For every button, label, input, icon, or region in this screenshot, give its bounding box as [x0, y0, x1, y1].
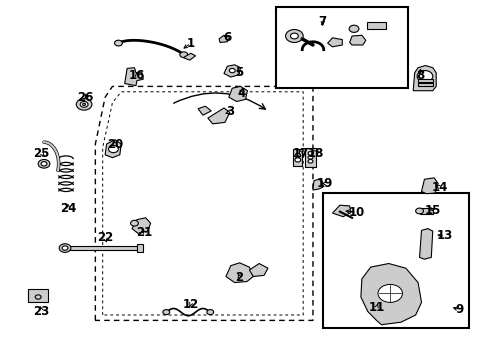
Bar: [322, 193, 468, 328]
Circle shape: [290, 33, 298, 39]
Polygon shape: [249, 264, 267, 276]
Circle shape: [229, 68, 235, 73]
Text: 10: 10: [348, 206, 365, 219]
Polygon shape: [219, 35, 229, 42]
Text: 1: 1: [186, 37, 194, 50]
Text: 4: 4: [238, 87, 245, 100]
Text: 19: 19: [316, 177, 333, 190]
Polygon shape: [412, 66, 435, 91]
Circle shape: [206, 310, 213, 315]
Polygon shape: [312, 179, 322, 190]
Circle shape: [180, 52, 187, 58]
Text: 14: 14: [431, 181, 447, 194]
Circle shape: [38, 159, 50, 168]
Polygon shape: [421, 178, 437, 194]
Circle shape: [307, 159, 312, 163]
Polygon shape: [183, 53, 195, 60]
Text: 20: 20: [106, 138, 123, 150]
Polygon shape: [105, 140, 121, 158]
Bar: [366, 22, 386, 29]
Circle shape: [416, 71, 432, 82]
Text: 23: 23: [33, 305, 50, 318]
Polygon shape: [419, 229, 432, 259]
Circle shape: [59, 244, 71, 252]
Text: 26: 26: [77, 91, 94, 104]
Bar: [276, 7, 407, 88]
Polygon shape: [198, 106, 211, 115]
Bar: [417, 83, 432, 86]
Circle shape: [80, 102, 88, 107]
Bar: [305, 148, 315, 167]
Circle shape: [377, 284, 402, 302]
Text: 16: 16: [128, 69, 145, 82]
Circle shape: [76, 99, 92, 110]
Text: 22: 22: [97, 231, 113, 244]
Text: 8: 8: [416, 69, 424, 82]
Text: 3: 3: [225, 105, 233, 118]
Text: 5: 5: [235, 66, 243, 78]
Text: 25: 25: [33, 147, 50, 159]
Circle shape: [163, 310, 169, 315]
Bar: [293, 149, 302, 166]
Text: 21: 21: [136, 226, 152, 239]
Circle shape: [294, 158, 300, 162]
Circle shape: [294, 153, 300, 158]
Polygon shape: [349, 35, 365, 45]
Circle shape: [114, 40, 122, 46]
Circle shape: [41, 162, 47, 166]
Polygon shape: [332, 205, 350, 217]
Polygon shape: [360, 264, 421, 325]
Polygon shape: [224, 65, 240, 77]
Circle shape: [82, 103, 85, 105]
Circle shape: [35, 295, 41, 299]
Bar: [137, 244, 142, 252]
Text: 2: 2: [235, 271, 243, 284]
Circle shape: [130, 220, 138, 226]
Bar: [419, 208, 432, 214]
Circle shape: [307, 152, 312, 155]
Circle shape: [108, 145, 118, 153]
Text: 18: 18: [306, 147, 323, 159]
Text: 24: 24: [60, 202, 77, 215]
Text: 12: 12: [182, 298, 199, 311]
Text: 9: 9: [455, 303, 463, 316]
Text: 6: 6: [223, 31, 231, 44]
Circle shape: [415, 208, 423, 214]
Polygon shape: [207, 108, 229, 124]
Circle shape: [307, 156, 312, 159]
Polygon shape: [124, 68, 143, 86]
Polygon shape: [225, 263, 253, 283]
Text: 7: 7: [318, 15, 326, 28]
Text: 11: 11: [367, 301, 384, 314]
Circle shape: [348, 25, 358, 32]
Text: 17: 17: [292, 147, 308, 159]
Polygon shape: [132, 218, 150, 233]
Circle shape: [285, 30, 303, 42]
Circle shape: [62, 246, 68, 250]
Polygon shape: [327, 38, 342, 47]
Bar: [63, 246, 139, 250]
Text: 15: 15: [424, 204, 440, 217]
Text: 13: 13: [436, 229, 452, 242]
Polygon shape: [228, 86, 247, 102]
Bar: [417, 79, 432, 82]
Bar: [28, 289, 48, 302]
